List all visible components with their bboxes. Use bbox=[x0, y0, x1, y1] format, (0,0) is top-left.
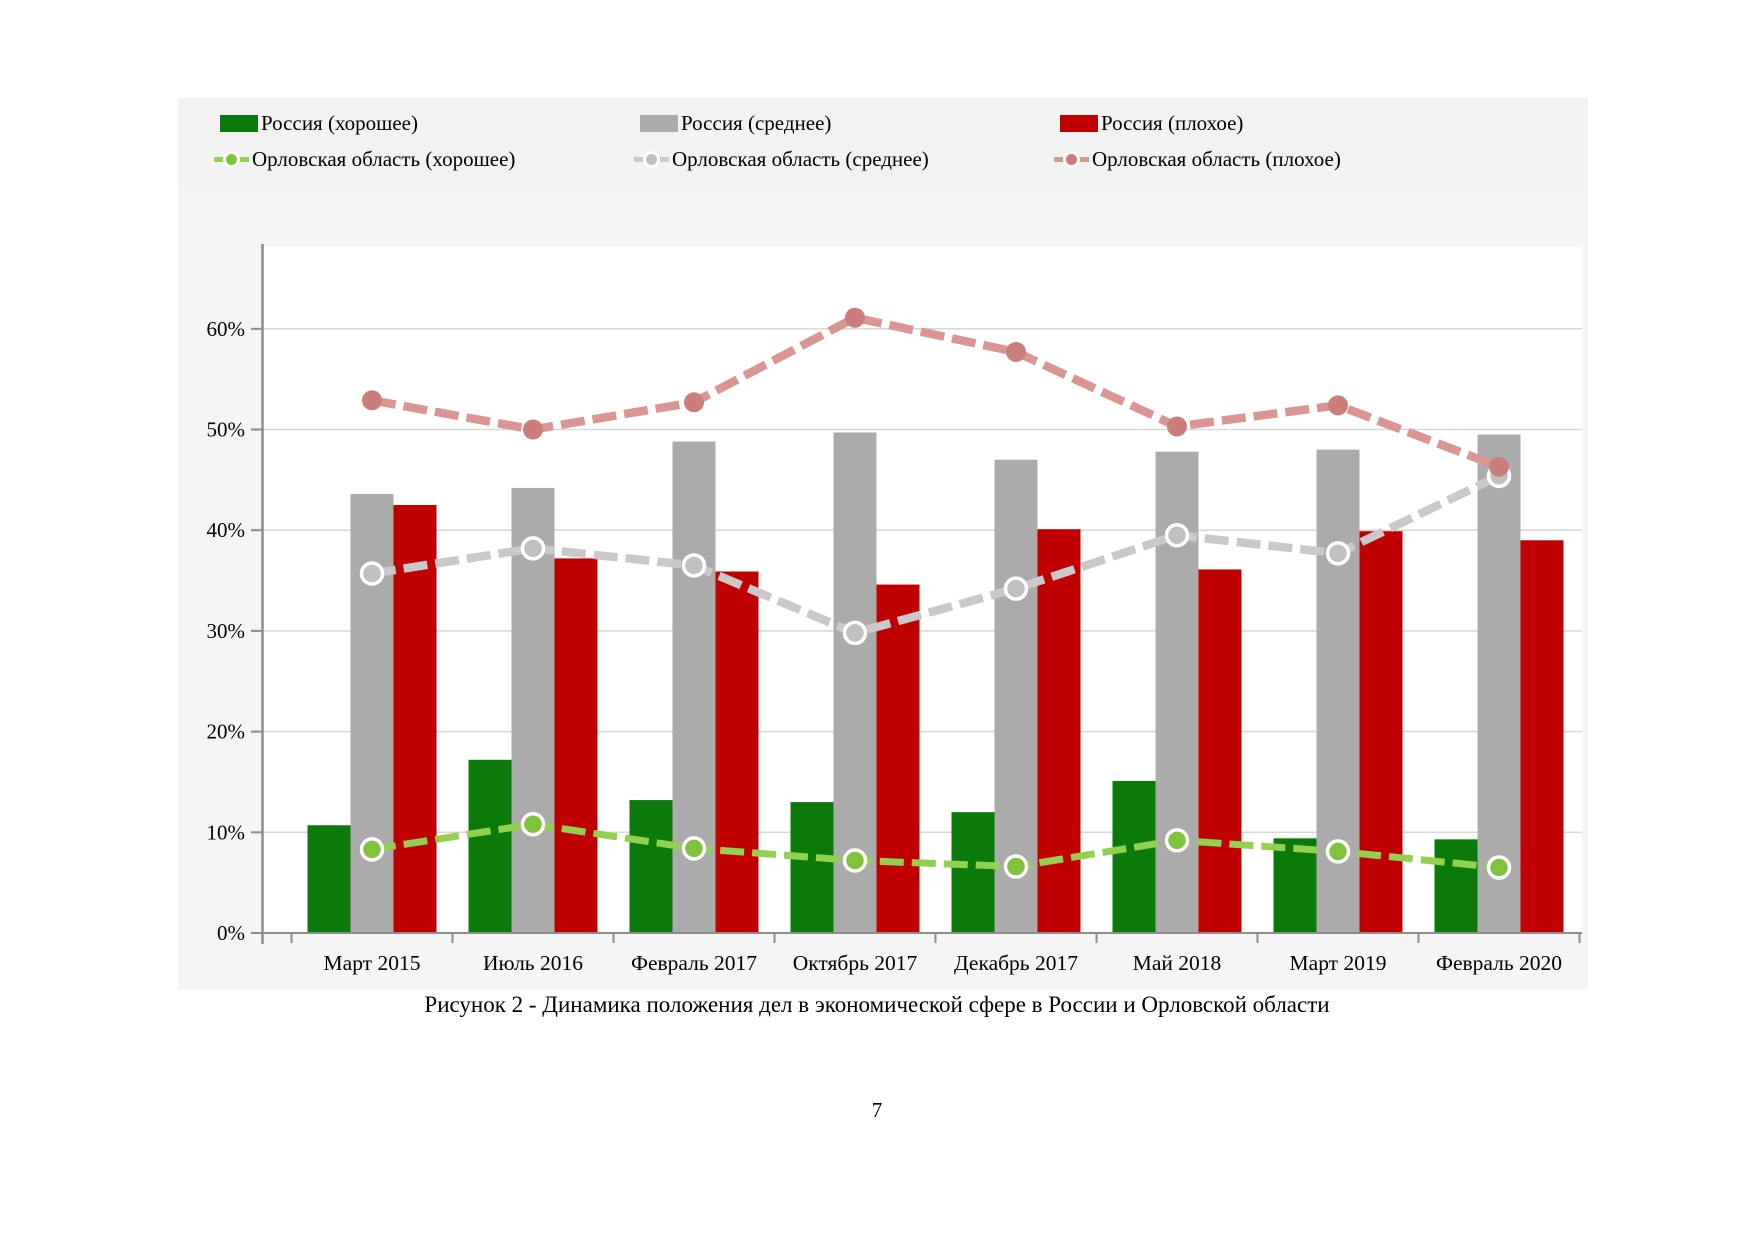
series-marker bbox=[681, 553, 707, 578]
category-label: Март 2015 bbox=[324, 951, 421, 975]
bar bbox=[1434, 839, 1478, 933]
legend-marker-dot bbox=[1063, 150, 1080, 168]
series-marker bbox=[1003, 854, 1029, 879]
category-label: Май 2018 bbox=[1133, 951, 1222, 975]
series-marker bbox=[362, 390, 382, 411]
chart-plot-area: 0% 10% 20% 30% 40% 50% 60% Март 2015 Июль 2016 Фе… bbox=[178, 98, 1588, 995]
series-marker bbox=[1325, 541, 1351, 566]
legend-label: Россия (хорошее) bbox=[261, 111, 418, 135]
y-tick-label: 20% bbox=[207, 720, 246, 744]
bar bbox=[307, 825, 351, 933]
series-marker bbox=[1006, 341, 1026, 362]
series-marker bbox=[523, 419, 543, 440]
legend-bar-swatch bbox=[220, 114, 258, 132]
y-tick-label: 50% bbox=[207, 418, 246, 442]
category-label: Декабрь 2017 bbox=[954, 951, 1078, 975]
series-marker bbox=[684, 392, 704, 413]
series-line bbox=[371, 820, 1500, 872]
bar bbox=[1037, 529, 1081, 933]
bar bbox=[468, 759, 512, 933]
series-line bbox=[371, 471, 1501, 638]
bar bbox=[1477, 434, 1521, 933]
series-marker bbox=[1489, 456, 1509, 477]
figure-chart: 0% 10% 20% 30% 40% 50% 60% Март 2015 Июль 2016 Фе… bbox=[178, 98, 1588, 990]
series-marker bbox=[842, 848, 868, 873]
series-marker bbox=[1003, 576, 1029, 601]
legend-line-swatch bbox=[214, 150, 249, 168]
series-marker bbox=[1164, 522, 1190, 548]
y-tick-label: 30% bbox=[207, 619, 246, 643]
legend-dash bbox=[237, 156, 249, 162]
series-marker bbox=[359, 561, 385, 586]
series-marker bbox=[681, 836, 707, 861]
series-marker bbox=[1328, 395, 1348, 416]
series-marker bbox=[520, 536, 546, 561]
bar bbox=[715, 571, 759, 933]
category-label: Июль 2016 bbox=[483, 951, 583, 975]
series-line bbox=[371, 313, 1501, 471]
bar bbox=[1198, 569, 1242, 933]
legend-label: Орловская область (плохое) bbox=[1092, 147, 1341, 171]
bar bbox=[1520, 540, 1564, 933]
y-tick-label: 10% bbox=[207, 820, 246, 844]
bar bbox=[1273, 838, 1317, 933]
bar bbox=[629, 800, 673, 933]
category-label: Март 2019 bbox=[1290, 951, 1387, 975]
series-marker bbox=[359, 837, 385, 862]
figure-caption: Рисунок 2 - Динамика положения дел в эко… bbox=[424, 992, 1330, 1017]
legend-item: Россия (плохое) bbox=[1060, 110, 1243, 136]
series-marker bbox=[1486, 855, 1512, 880]
bar bbox=[790, 802, 834, 933]
legend-line-swatch bbox=[634, 150, 669, 168]
legend-dash bbox=[1077, 156, 1089, 162]
legend-item: Россия (среднее) bbox=[640, 110, 831, 136]
category-label: Февраль 2020 bbox=[1436, 951, 1562, 975]
category-label: Февраль 2017 bbox=[631, 951, 757, 975]
legend-dash bbox=[214, 156, 226, 162]
bar bbox=[994, 459, 1038, 933]
legend-item: Орловская область (хорошее) bbox=[214, 146, 515, 172]
bar bbox=[1359, 531, 1403, 933]
legend-bar-swatch bbox=[640, 114, 678, 132]
y-tick-label: 60% bbox=[207, 317, 246, 341]
legend-dash bbox=[657, 156, 669, 162]
y-tick-label: 40% bbox=[207, 518, 246, 542]
legend-dash bbox=[1054, 156, 1066, 162]
category-label: Октябрь 2017 bbox=[793, 951, 918, 975]
chart-legend: Россия (хорошее) Россия (среднее) Россия (… bbox=[178, 98, 1588, 190]
legend-dash bbox=[634, 156, 646, 162]
legend-item: Россия (хорошее) bbox=[220, 110, 418, 136]
legend-bar-swatch bbox=[1060, 114, 1098, 132]
legend-label: Россия (плохое) bbox=[1101, 111, 1244, 135]
bar bbox=[876, 584, 920, 933]
legend-label: Орловская область (хорошее) bbox=[252, 147, 516, 171]
series-marker bbox=[845, 307, 865, 328]
series-marker bbox=[1167, 416, 1187, 437]
y-tick-label: 0% bbox=[217, 921, 245, 945]
legend-label: Россия (среднее) bbox=[681, 111, 832, 135]
bar bbox=[951, 812, 995, 933]
page-number: 7 bbox=[871, 1098, 883, 1122]
legend-label: Орловская область (среднее) bbox=[672, 147, 929, 171]
legend-item: Орловская область (среднее) bbox=[634, 146, 929, 172]
series-marker bbox=[1325, 839, 1351, 864]
bar bbox=[511, 487, 555, 933]
series-marker bbox=[520, 811, 546, 837]
legend-line-swatch bbox=[1054, 150, 1089, 168]
legend-marker-dot bbox=[223, 150, 240, 168]
legend-item: Орловская область (плохое) bbox=[1054, 146, 1341, 172]
bar bbox=[554, 558, 598, 933]
series-marker bbox=[842, 620, 868, 646]
legend-marker-dot bbox=[643, 150, 660, 168]
series-marker bbox=[1164, 828, 1190, 853]
chart-canvas: 0% 10% 20% 30% 40% 50% 60% Март 2015 Июль 2016 Фе… bbox=[207, 244, 1582, 975]
bar bbox=[1112, 780, 1156, 933]
bar bbox=[350, 493, 394, 933]
bar bbox=[393, 505, 437, 933]
